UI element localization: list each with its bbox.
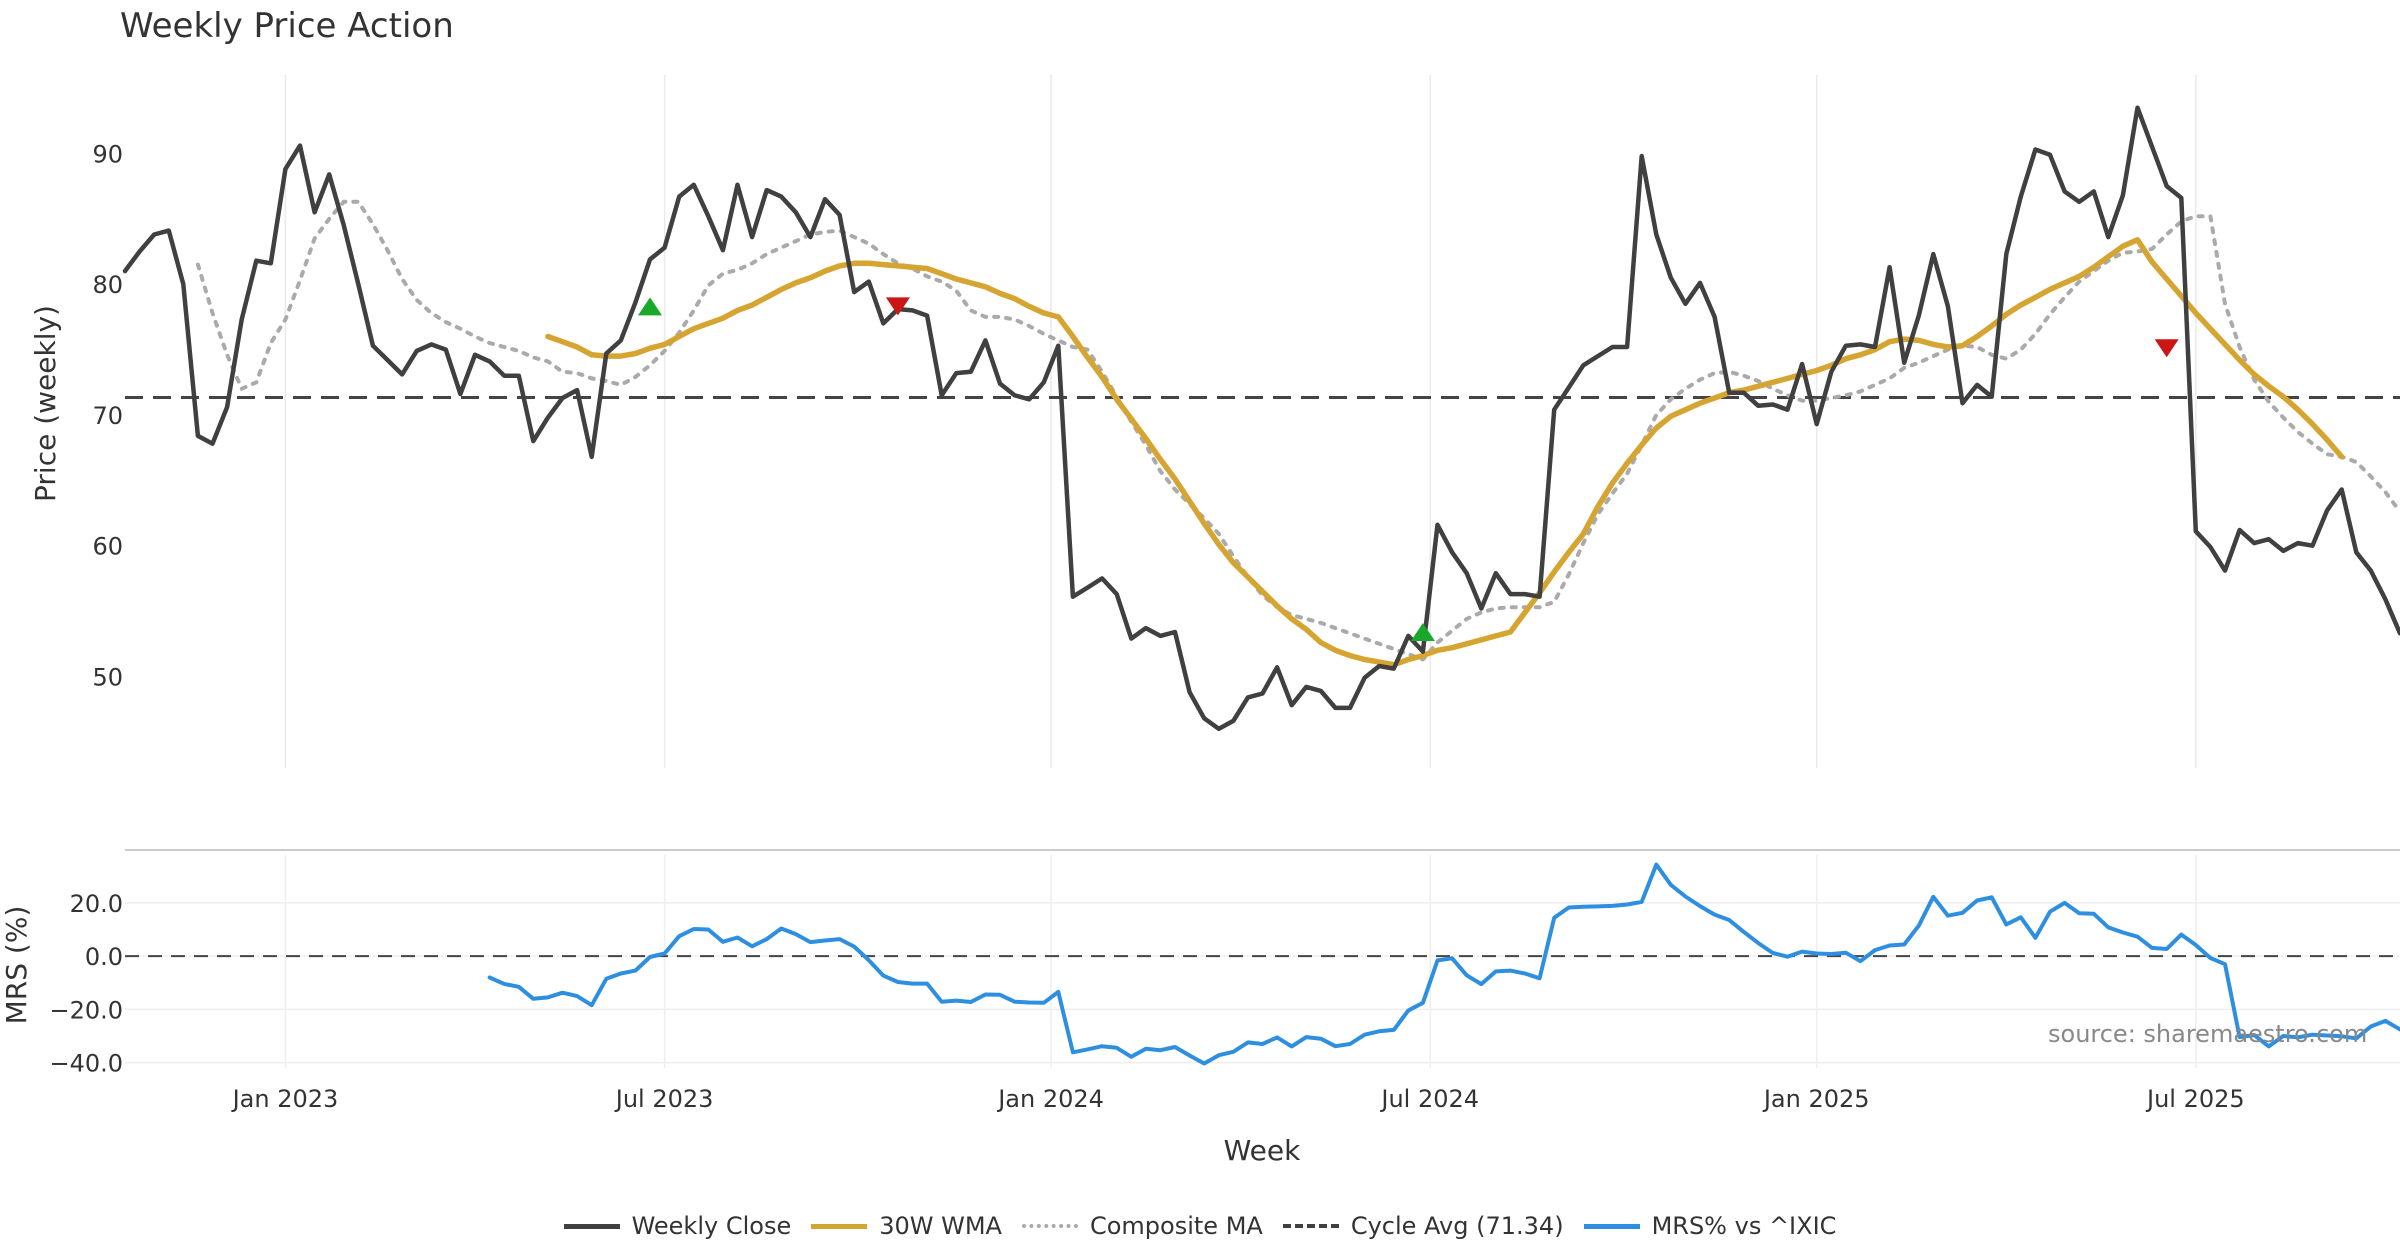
legend-label: MRS% vs ^IXIC <box>1651 1212 1837 1240</box>
x-tick-label: Jan 2025 <box>1762 1085 1870 1113</box>
mrs-y-tick-label: −20.0 <box>49 996 123 1024</box>
mrs-line <box>487 862 2400 1066</box>
mrs-y-tick-label: 0.0 <box>85 943 123 971</box>
grid-lines <box>125 75 2400 1068</box>
x-tick-label: Jan 2024 <box>996 1085 1104 1113</box>
x-tick-label: Jan 2023 <box>231 1085 339 1113</box>
price-y-tick-label: 50 <box>92 663 123 691</box>
legend-item-composite-ma[interactable]: Composite MA <box>1021 1212 1263 1240</box>
legend-label: Weekly Close <box>631 1212 792 1240</box>
mrs-y-axis-title: MRS (%) <box>0 906 33 1025</box>
legend-swatch-cycle-avg <box>1282 1224 1339 1228</box>
buy-signal-marker <box>638 297 662 316</box>
legend-label: 30W WMA <box>879 1212 1002 1240</box>
legend-swatch-mrs <box>1583 1223 1640 1229</box>
price-y-tick-label: 90 <box>92 140 123 168</box>
reference-lines <box>125 395 2400 958</box>
price-y-tick-label: 80 <box>92 271 123 299</box>
x-tick-label: Jul 2025 <box>2145 1085 2245 1113</box>
source-note: source: sharemaestro.com <box>2048 1020 2368 1048</box>
legend-item-weekly-close[interactable]: Weekly Close <box>563 1212 792 1240</box>
series-lines <box>122 105 2400 1066</box>
legend-swatch-weekly-close <box>563 1223 620 1229</box>
weekly-close-line <box>122 105 2400 732</box>
legend: Weekly Close 30W WMA Composite MA Cycle … <box>0 1212 2400 1240</box>
x-axis-title: Week <box>1224 1134 1301 1167</box>
sell-signal-marker <box>885 297 910 316</box>
legend-label: Composite MA <box>1089 1212 1263 1240</box>
legend-swatch-composite-ma <box>1021 1224 1078 1228</box>
legend-item-mrs[interactable]: MRS% vs ^IXIC <box>1583 1212 1837 1240</box>
wma-30w-line <box>545 237 2345 668</box>
price-y-tick-label: 70 <box>92 402 123 430</box>
sell-signal-marker <box>2154 339 2179 358</box>
legend-swatch-30w-wma <box>811 1223 868 1229</box>
price-y-tick-label: 60 <box>92 533 123 561</box>
mrs-y-tick-label: −40.0 <box>49 1050 123 1078</box>
x-tick-label: Jul 2024 <box>1379 1085 1479 1113</box>
x-tick-label: Jul 2023 <box>614 1085 714 1113</box>
signal-markers <box>638 297 2179 642</box>
buy-signal-marker <box>1410 623 1435 642</box>
mrs-y-tick-label: 20.0 <box>70 890 123 918</box>
price-y-axis-title: Price (weekly) <box>29 305 62 502</box>
legend-item-30w-wma[interactable]: 30W WMA <box>811 1212 1002 1240</box>
composite-ma-line <box>195 199 2400 662</box>
chart-title: Weekly Price Action <box>120 6 454 46</box>
legend-item-cycle-avg[interactable]: Cycle Avg (71.34) <box>1282 1212 1564 1240</box>
axis-labels: Jan 2023 Jul 2023 Jan 2024 Jul 2024 Jan 2025… <box>0 140 2245 1167</box>
legend-label: Cycle Avg (71.34) <box>1350 1212 1564 1240</box>
